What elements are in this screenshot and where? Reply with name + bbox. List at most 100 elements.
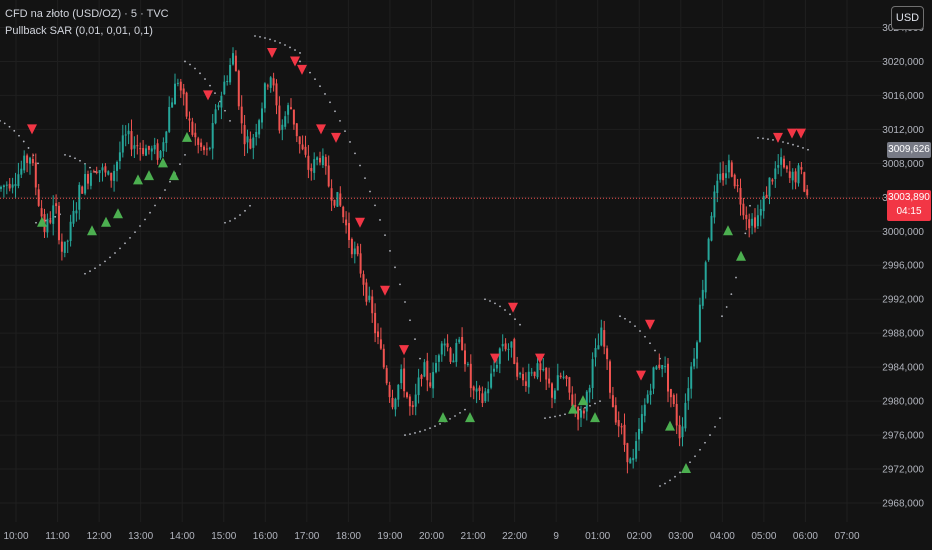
candle — [156, 139, 159, 165]
sar-dot — [279, 41, 281, 44]
candle — [46, 213, 49, 238]
candle — [348, 212, 350, 248]
sar-dot — [204, 78, 206, 80]
candle — [200, 138, 203, 151]
sar-dot — [409, 319, 411, 322]
candle — [684, 393, 687, 432]
candle — [614, 397, 617, 425]
candle-body — [553, 390, 556, 400]
candle — [783, 155, 785, 169]
candle — [179, 78, 182, 98]
candle-body — [736, 184, 739, 187]
candle-body — [330, 188, 333, 201]
candle — [176, 78, 179, 87]
candle — [281, 119, 284, 141]
candle — [635, 432, 638, 462]
sar-dot — [74, 157, 76, 160]
candle-body — [229, 64, 232, 83]
sell-signal-marker — [773, 132, 783, 143]
candle — [403, 357, 406, 398]
candle-body — [200, 142, 203, 147]
candle — [101, 163, 104, 182]
candle — [400, 364, 403, 390]
sar-dot — [749, 204, 751, 207]
buy-signal-marker — [578, 395, 588, 406]
candle — [75, 202, 78, 222]
candle-body — [588, 387, 591, 393]
candle-body — [806, 189, 809, 196]
candle — [594, 338, 597, 367]
candle — [385, 365, 388, 386]
candle — [52, 195, 55, 236]
candle — [675, 393, 678, 434]
sar-dot — [439, 423, 441, 425]
candle-body — [5, 184, 8, 186]
candle — [371, 289, 374, 323]
candle — [423, 359, 426, 378]
price-tick-label: 2980,000 — [882, 397, 924, 408]
candle-body — [667, 363, 669, 392]
buy-signal-marker — [101, 216, 111, 227]
candle-body — [345, 219, 348, 226]
sar-dot — [129, 236, 131, 239]
candle — [632, 448, 635, 469]
candle-body — [597, 345, 600, 350]
symbol-title[interactable]: CFD na złoto (USD/OZ) · 5 · TVC — [5, 8, 169, 20]
candle-body — [455, 343, 458, 362]
sar-dot — [84, 272, 86, 275]
sar-dot — [639, 330, 641, 332]
candle-body — [475, 388, 478, 392]
sar-dot — [459, 411, 461, 414]
candle-body — [263, 83, 266, 109]
candle — [362, 270, 365, 296]
candle-body — [603, 330, 606, 347]
candle — [171, 97, 174, 108]
candle — [420, 373, 423, 387]
sar-dot — [124, 242, 126, 245]
candle-body — [629, 458, 632, 464]
candle — [292, 109, 295, 130]
candle-body — [139, 148, 142, 150]
candle — [89, 170, 92, 190]
candle — [754, 208, 756, 233]
candle-body — [46, 218, 49, 233]
candle — [606, 345, 609, 370]
candle — [336, 191, 339, 207]
candle — [266, 83, 269, 90]
last-price-value: 3003,890 — [888, 192, 930, 204]
candle — [600, 319, 603, 347]
candle-body — [756, 215, 759, 227]
candle — [301, 135, 304, 151]
candle-body — [121, 135, 124, 153]
candle — [84, 163, 87, 196]
candle-body — [66, 240, 69, 242]
sar-dot — [179, 163, 181, 166]
currency-button[interactable]: USD — [891, 6, 924, 30]
candle — [388, 381, 391, 403]
candle-body — [394, 398, 397, 410]
time-tick-label: 07:00 — [834, 531, 859, 542]
candle-body — [52, 205, 55, 224]
candle — [501, 334, 504, 352]
sar-dot — [149, 211, 151, 214]
candle-body — [513, 339, 516, 364]
candle-body — [95, 171, 98, 173]
candle — [397, 383, 400, 407]
indicator-title[interactable]: Pullback SAR (0,01, 0,01, 0,1) — [5, 25, 153, 37]
candle-body — [400, 369, 403, 384]
candle-body — [542, 368, 545, 371]
candle-body — [249, 138, 252, 149]
candle-body — [446, 343, 449, 348]
candle — [20, 160, 23, 178]
candle-body — [72, 210, 75, 224]
time-axis: 10:00 11:00 12:00 13:00 14:00 15:00 16:00 17:00… — [3, 531, 859, 542]
candle — [345, 211, 348, 234]
candle-body — [2, 185, 5, 188]
candle-body — [495, 364, 498, 369]
candle — [11, 177, 14, 194]
candle-body — [87, 174, 89, 184]
price-axis: 3024,0003020,0003016,0003012,0003008,000… — [882, 23, 924, 510]
candle-body — [417, 377, 420, 396]
candle — [806, 184, 809, 198]
